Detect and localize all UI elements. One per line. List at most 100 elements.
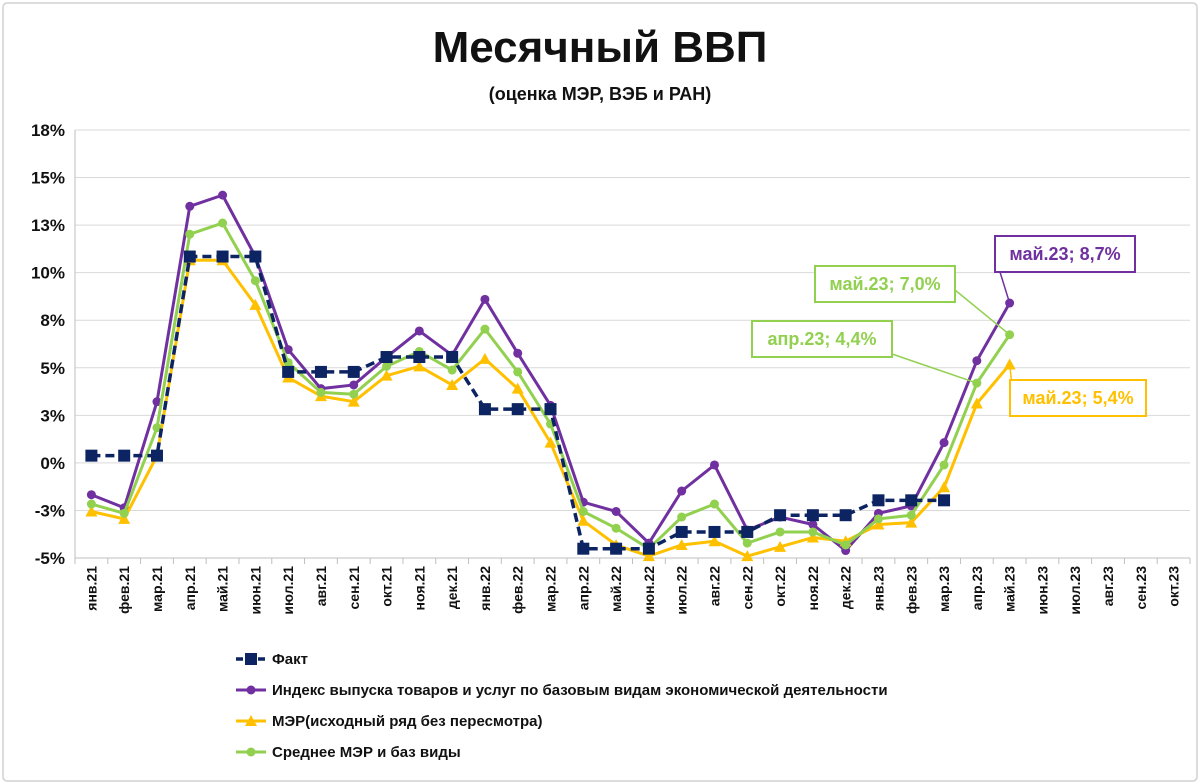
x-tick-label: апр.21 bbox=[182, 566, 198, 610]
x-tick-label: янв.23 bbox=[870, 566, 886, 611]
data-point bbox=[218, 190, 228, 200]
x-tick-label: апр.22 bbox=[575, 566, 591, 610]
chart-title: Месячный ВВП bbox=[433, 23, 768, 72]
data-point bbox=[905, 516, 918, 528]
data-point bbox=[806, 531, 819, 543]
data-point bbox=[413, 351, 426, 364]
x-tick-label: мар.23 bbox=[936, 566, 952, 612]
data-point bbox=[86, 490, 96, 500]
data-point bbox=[774, 509, 787, 522]
legend-item: Индекс выпуска товаров и услуг по базовы… bbox=[236, 682, 888, 699]
legend-label: Среднее МЭР и баз виды bbox=[272, 744, 461, 761]
data-point bbox=[808, 527, 818, 537]
data-point bbox=[316, 387, 326, 397]
data-point bbox=[382, 361, 392, 371]
data-point bbox=[906, 510, 916, 520]
x-tick-label: июл.21 bbox=[280, 566, 296, 615]
data-point bbox=[642, 550, 655, 562]
data-point bbox=[938, 494, 951, 507]
data-point bbox=[741, 525, 754, 538]
data-point bbox=[380, 369, 393, 381]
x-tick-label: окт.23 bbox=[1166, 566, 1182, 607]
x-tick-label: окт.22 bbox=[772, 566, 788, 607]
data-point bbox=[611, 523, 621, 533]
x-tick-label: янв.21 bbox=[83, 566, 99, 611]
data-point bbox=[675, 525, 688, 538]
x-axis-ticks: янв.21 фев.21 мар.21 апр.21 май.21 июн.21 июл.… bbox=[74, 558, 1191, 615]
y-tick-label: 15% bbox=[31, 169, 65, 188]
data-point bbox=[413, 360, 426, 372]
data-point bbox=[447, 365, 457, 375]
x-tick-label: июн.22 bbox=[641, 566, 657, 615]
data-point bbox=[446, 378, 459, 390]
data-point bbox=[347, 365, 360, 378]
data-point bbox=[905, 494, 918, 507]
data-point bbox=[677, 486, 687, 496]
data-point bbox=[314, 365, 327, 378]
callout-leader bbox=[999, 271, 1011, 304]
data-point bbox=[970, 397, 983, 409]
data-point bbox=[610, 542, 623, 555]
x-tick-label: июн.21 bbox=[247, 566, 263, 615]
data-point bbox=[85, 449, 98, 462]
x-tick-label: ноя.21 bbox=[411, 566, 427, 611]
y-tick-label: -5% bbox=[35, 549, 65, 568]
data-point bbox=[708, 535, 721, 547]
data-point bbox=[642, 542, 655, 555]
x-tick-label: фев.22 bbox=[510, 566, 526, 614]
y-axis-ticks: 18% 15% 13% 10% 8% 5% 3% 0% -3% -5% bbox=[31, 121, 65, 568]
data-point bbox=[872, 518, 885, 530]
x-tick-label: май.23 bbox=[1002, 566, 1018, 612]
x-tick-label: авг.22 bbox=[706, 566, 722, 606]
legend-label: Индекс выпуска товаров и услуг по базовы… bbox=[272, 682, 888, 699]
y-tick-label: 18% bbox=[31, 121, 65, 140]
data-point bbox=[873, 514, 883, 524]
data-point bbox=[150, 449, 163, 462]
data-point bbox=[872, 494, 885, 507]
y-tick-label: 8% bbox=[40, 311, 65, 330]
data-point bbox=[249, 298, 262, 310]
y-tick-label: 3% bbox=[40, 406, 65, 425]
data-point bbox=[577, 542, 590, 555]
data-point bbox=[578, 506, 588, 516]
x-tick-label: июн.23 bbox=[1034, 566, 1050, 615]
x-tick-label: янв.22 bbox=[477, 566, 493, 611]
data-point bbox=[347, 395, 360, 407]
data-point bbox=[249, 250, 262, 263]
data-point bbox=[446, 351, 459, 364]
data-point bbox=[478, 403, 491, 416]
x-tick-label: авг.21 bbox=[313, 566, 329, 606]
data-point bbox=[480, 324, 490, 334]
x-tick-label: сен.22 bbox=[739, 566, 755, 610]
series-0 bbox=[85, 250, 951, 555]
data-point bbox=[511, 403, 524, 416]
callout-text: май.23; 8,7% bbox=[1009, 244, 1120, 264]
callout-text: май.23; 7,0% bbox=[829, 274, 940, 294]
data-point bbox=[380, 351, 393, 364]
callouts: май.23; 8,7% май.23; 7,0% апр.23; 4,4% май.… bbox=[751, 235, 1147, 417]
x-tick-label: ноя.22 bbox=[805, 566, 821, 611]
data-point bbox=[216, 250, 229, 263]
callout-label: май.23; 8,7% bbox=[994, 235, 1136, 304]
data-point bbox=[414, 326, 424, 336]
data-point bbox=[183, 250, 196, 263]
x-tick-label: окт.21 bbox=[379, 566, 395, 607]
series-lines bbox=[85, 190, 1016, 562]
data-point bbox=[775, 527, 785, 537]
data-point bbox=[544, 403, 557, 416]
data-point bbox=[708, 525, 721, 538]
data-point bbox=[283, 345, 293, 355]
y-tick-label: 5% bbox=[40, 359, 65, 378]
y-tick-label: 10% bbox=[31, 264, 65, 283]
callout-text: апр.23; 4,4% bbox=[768, 329, 877, 349]
x-tick-label: мар.22 bbox=[543, 566, 559, 612]
x-tick-label: фев.21 bbox=[116, 566, 132, 614]
data-point bbox=[86, 499, 96, 509]
data-point bbox=[513, 367, 523, 377]
data-point bbox=[741, 550, 754, 562]
data-point bbox=[709, 460, 719, 470]
legend-item: МЭР(исходный ряд без пересмотра) bbox=[236, 713, 542, 730]
